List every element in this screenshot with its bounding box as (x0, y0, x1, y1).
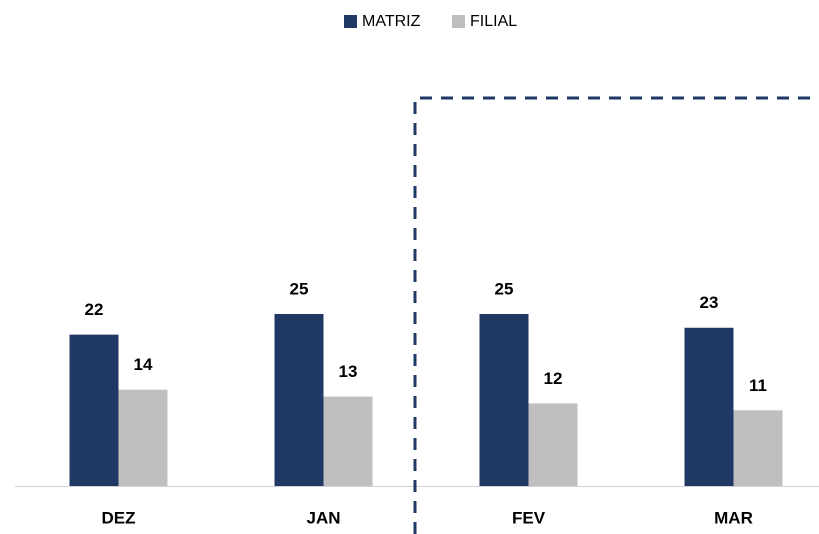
bar (69, 334, 119, 486)
data-label: 11 (749, 376, 767, 395)
legend-swatch (344, 15, 357, 28)
x-tick-label: JAN (306, 508, 340, 527)
data-label: 13 (339, 362, 358, 381)
legend-label: MATRIZ (362, 13, 421, 30)
bar (274, 314, 324, 486)
data-label: 25 (495, 279, 514, 298)
data-label: 12 (544, 369, 563, 388)
legend-label: FILIAL (470, 13, 517, 30)
data-label: 23 (700, 293, 719, 312)
data-label: 14 (134, 355, 153, 374)
x-tick-label: FEV (512, 508, 546, 527)
bar (479, 314, 529, 486)
data-label: 25 (290, 279, 309, 298)
data-label: 22 (85, 300, 104, 319)
bar (118, 389, 168, 486)
bar (684, 327, 734, 486)
bar (528, 403, 578, 486)
bar (323, 396, 373, 486)
x-tick-label: MAR (714, 508, 753, 527)
legend-swatch (452, 15, 465, 28)
bar (733, 410, 783, 486)
x-tick-label: DEZ (102, 508, 136, 527)
